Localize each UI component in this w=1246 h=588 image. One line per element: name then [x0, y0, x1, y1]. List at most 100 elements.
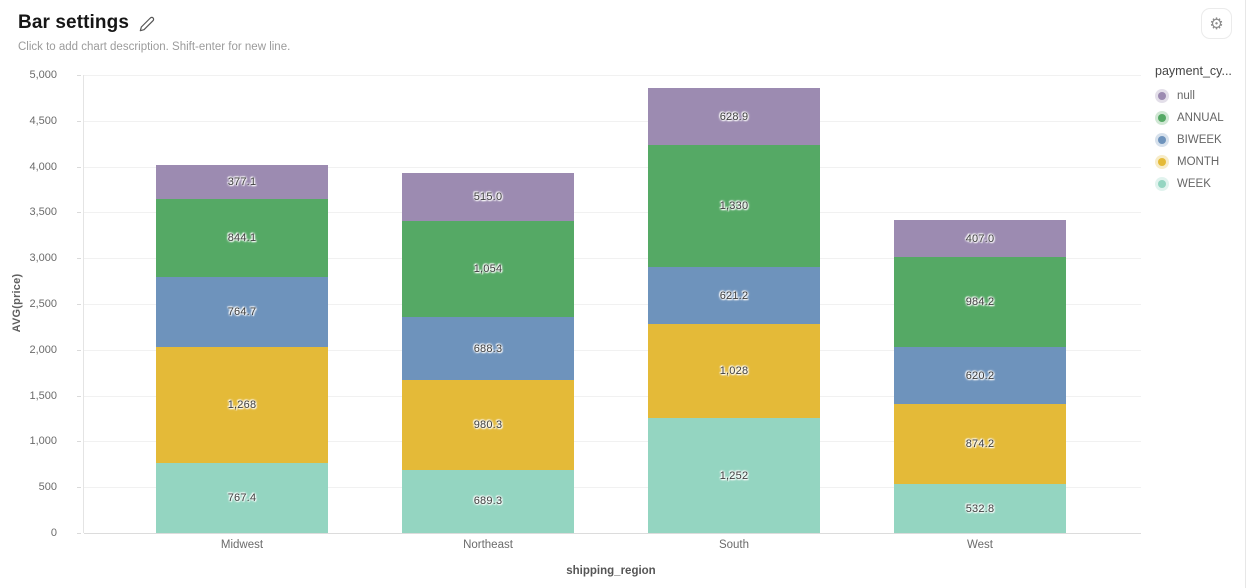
gridline-3000: [84, 258, 1141, 260]
bar-segment-label: 1,054: [473, 262, 503, 275]
y-axis-title: AVG(price): [11, 273, 23, 333]
x-axis-labels: Midwest Northeast South West: [119, 539, 1103, 551]
y-tick-mark-500: [77, 487, 81, 489]
legend: payment_cy... null ANNUAL BIWEEK MONTH WEEK: [1155, 64, 1232, 197]
legend-items: null ANNUAL BIWEEK MONTH WEEK: [1155, 87, 1232, 197]
bar-south: 1,252 1,028 621.2 1,330 628.9: [648, 75, 820, 533]
legend-item-month[interactable]: MONTH: [1155, 153, 1232, 170]
legend-item-week[interactable]: WEEK: [1155, 175, 1232, 192]
bar-segment-label: 377.1: [227, 175, 257, 188]
y-tick-mark-4500: [77, 120, 81, 122]
y-tick-label-5000: 5,000: [29, 69, 57, 81]
legend-item-annual[interactable]: ANNUAL: [1155, 109, 1232, 126]
bar-west: 532.8 874.2 620.2 984.2 407.0: [894, 75, 1066, 533]
y-tick-mark-3500: [77, 212, 81, 214]
bar-segment-label: 980.3: [473, 418, 503, 431]
y-tick-label-2500: 2,500: [29, 298, 57, 310]
y-tick-label-3000: 3,000: [29, 252, 57, 265]
y-tick-label-2000: 2,000: [29, 343, 57, 356]
y-tick-label-4000: 4,000: [29, 160, 57, 173]
bar-midwest: 767.4 1,268 764.7 844.1 377.1: [156, 75, 328, 533]
bar-column-south: 1,252 1,028 621.2 1,330 628.9: [611, 75, 857, 533]
bar-segment-label: 689.3: [473, 495, 503, 508]
bar-segment-label: 620.2: [965, 369, 995, 382]
bar-column-midwest: 767.4 1,268 764.7 844.1 377.1: [119, 75, 365, 533]
gridline-4000: [84, 166, 1141, 168]
y-tick-mark-2000: [77, 349, 81, 351]
plot-grid: [83, 75, 1141, 534]
legend-dot: [1158, 179, 1166, 188]
x-axis-title: shipping_region: [566, 565, 656, 577]
bar-segment-south-annual[interactable]: 1,330: [648, 145, 820, 268]
gear-icon: ⚙: [1209, 13, 1224, 33]
settings-button[interactable]: ⚙: [1201, 8, 1232, 39]
legend-dot: [1158, 113, 1166, 122]
y-tick-label-1000: 1,000: [29, 435, 57, 448]
legend-marker-icon: [1155, 176, 1169, 191]
legend-item-biweek[interactable]: BIWEEK: [1155, 131, 1232, 148]
y-tick-mark-1000: [77, 441, 81, 443]
gridline-5000: [84, 75, 1141, 76]
bar-segment-label: 1,028: [719, 365, 749, 378]
bar-segment-label: 621.2: [719, 289, 749, 302]
legend-item-label: BIWEEK: [1177, 133, 1222, 146]
bar-segment-west-month[interactable]: 874.2: [894, 404, 1066, 485]
gridline-1500: [84, 395, 1141, 397]
legend-item-label: null: [1177, 89, 1195, 102]
bar-segment-northeast-null[interactable]: 515.0: [402, 173, 574, 221]
legend-dot: [1158, 91, 1166, 100]
legend-item-null[interactable]: null: [1155, 87, 1232, 104]
bar-segment-south-week[interactable]: 1,252: [648, 418, 820, 533]
bar-segment-west-week[interactable]: 532.8: [894, 484, 1066, 533]
legend-item-label: MONTH: [1177, 155, 1220, 168]
bar-segment-northeast-month[interactable]: 980.3: [402, 380, 574, 470]
chart-description-placeholder[interactable]: Click to add chart description. Shift-en…: [18, 41, 291, 53]
bar-northeast: 689.3 980.3 688.3 1,054 515.0: [402, 75, 574, 533]
y-tick-mark-5000: [77, 75, 81, 76]
y-tick-mark-3000: [77, 258, 81, 260]
bar-segment-label: 767.4: [227, 491, 257, 504]
pencil-icon[interactable]: [139, 16, 155, 32]
y-tick-label-500: 500: [38, 481, 57, 494]
bar-segment-south-month[interactable]: 1,028: [648, 324, 820, 419]
gridline-500: [84, 487, 1141, 489]
gridline-1000: [84, 441, 1141, 443]
bar-segment-west-null[interactable]: 407.0: [894, 219, 1066, 258]
y-tick-label-3500: 3,500: [29, 206, 57, 219]
legend-marker-icon: [1155, 154, 1169, 169]
bar-segment-label: 688.3: [473, 342, 503, 355]
legend-title: payment_cy...: [1155, 64, 1232, 78]
legend-dot: [1158, 135, 1166, 144]
bar-segment-label: 1,252: [719, 469, 749, 482]
bar-segment-label: 874.2: [965, 438, 995, 451]
bar-segment-midwest-null[interactable]: 377.1: [156, 164, 328, 200]
bar-segment-label: 764.7: [227, 305, 257, 318]
bar-segment-west-annual[interactable]: 984.2: [894, 257, 1066, 348]
bar-segment-northeast-week[interactable]: 689.3: [402, 469, 574, 533]
legend-dot: [1158, 157, 1166, 166]
bar-segment-midwest-week[interactable]: 767.4: [156, 462, 328, 533]
bar-segment-midwest-biweek[interactable]: 764.7: [156, 276, 328, 347]
chart-title[interactable]: Bar settings: [18, 12, 130, 33]
bar-segment-northeast-biweek[interactable]: 688.3: [402, 317, 574, 381]
bar-segment-west-biweek[interactable]: 620.2: [894, 347, 1066, 405]
bars-area: 767.4 1,268 764.7 844.1 377.1 689.3 980.3 688.3…: [119, 75, 1103, 533]
chart-header: Bar settings: [18, 12, 155, 34]
gridline-2500: [84, 304, 1141, 305]
bar-segment-label: 407.0: [965, 232, 995, 245]
y-tick-label-1500: 1,500: [29, 389, 57, 402]
bar-segment-midwest-month[interactable]: 1,268: [156, 346, 328, 463]
x-tick-label-west: West: [967, 539, 993, 551]
bar-segment-label: 1,330: [719, 200, 749, 213]
bar-segment-label: 515.0: [473, 190, 503, 203]
bar-segment-south-null[interactable]: 628.9: [648, 87, 820, 146]
bar-segment-northeast-annual[interactable]: 1,054: [402, 220, 574, 318]
bar-segment-label: 984.2: [965, 296, 995, 309]
legend-marker-icon: [1155, 88, 1169, 103]
x-tick-label-south: South: [718, 539, 750, 551]
bar-segment-label: 532.8: [965, 502, 995, 515]
bar-segment-midwest-annual[interactable]: 844.1: [156, 199, 328, 277]
bar-segment-south-biweek[interactable]: 621.2: [648, 267, 820, 325]
bar-segment-label: 844.1: [227, 231, 257, 244]
